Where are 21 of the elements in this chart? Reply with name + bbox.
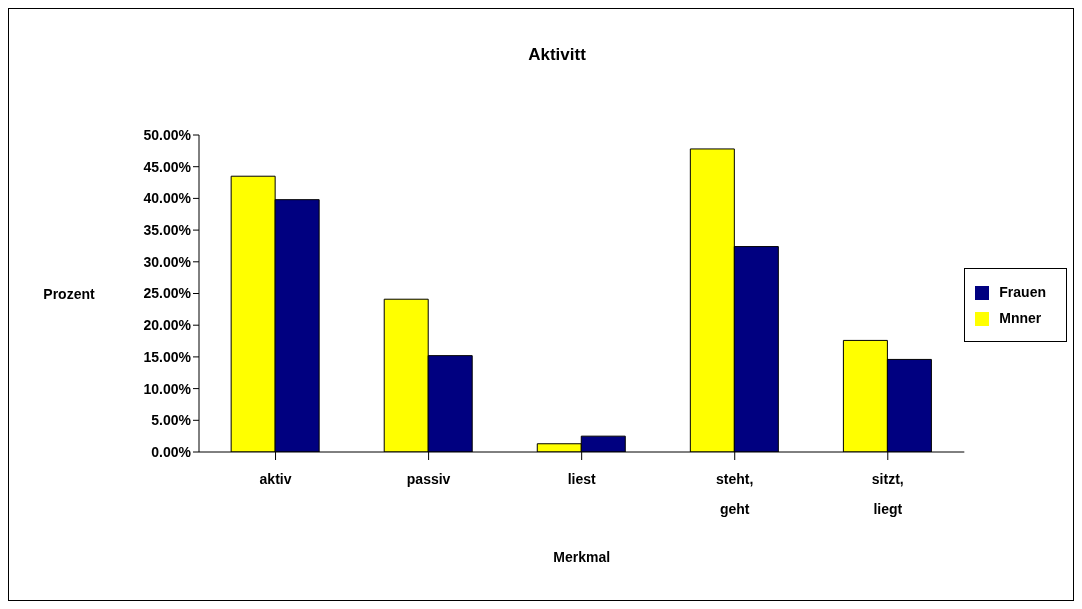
x-tick-label: steht, geht (716, 471, 754, 517)
x-tick-label: aktiv (259, 471, 292, 487)
x-tick-label: liest (567, 471, 596, 487)
y-tick-label: 10.00% (143, 380, 192, 397)
chart-title: Aktivitt (527, 45, 587, 65)
x-axis-title: Merkmal (553, 549, 611, 565)
y-axis-title: Prozent (43, 285, 95, 302)
y-tick-label: 15.00% (143, 348, 192, 365)
y-tick-label: 5.00% (151, 412, 192, 429)
y-tick-label: 40.00% (143, 190, 192, 207)
y-tick-label: 50.00% (143, 126, 192, 143)
x-tick-label: sitzt, liegt (871, 471, 904, 517)
y-tick-label: 35.00% (143, 222, 192, 239)
y-tick-label: 30.00% (143, 253, 192, 270)
legend-label: Mnner (999, 309, 1042, 326)
y-tick-label: 25.00% (143, 285, 192, 302)
y-tick-label: 20.00% (143, 317, 192, 334)
y-tick-label: 0.00% (151, 443, 192, 460)
legend-label: Frauen (999, 283, 1046, 300)
x-tick-label: passiv (406, 471, 451, 487)
y-tick-label: 45.00% (143, 158, 192, 175)
